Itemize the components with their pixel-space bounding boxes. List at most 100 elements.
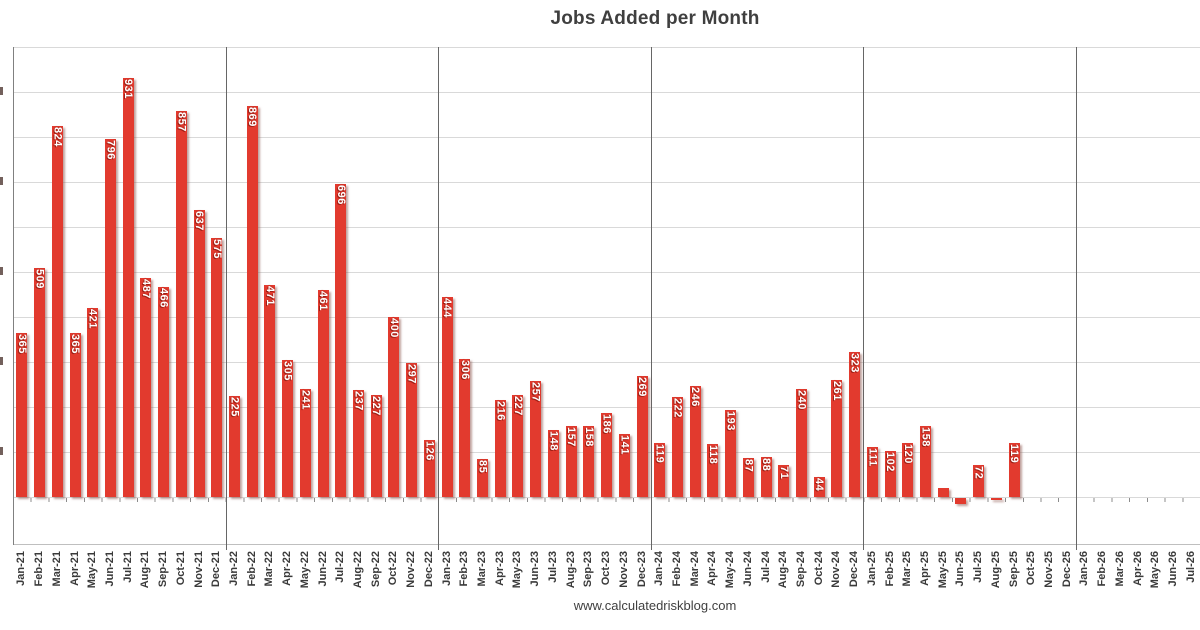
footer-url: www.calculatedriskblog.com bbox=[573, 598, 737, 613]
month-slot bbox=[1182, 47, 1200, 545]
x-axis-label: Mar-24 bbox=[688, 551, 701, 587]
x-axis-label: Dec-25 bbox=[1060, 551, 1073, 588]
month-slot bbox=[1147, 47, 1165, 545]
month-slot: 857 bbox=[172, 47, 190, 545]
month-slot: 444 bbox=[438, 47, 456, 545]
x-axis-label: Dec-22 bbox=[422, 551, 435, 588]
x-axis-label: May-23 bbox=[511, 551, 524, 589]
month-slot: 421 bbox=[84, 47, 102, 545]
month-slot bbox=[1165, 47, 1183, 545]
x-axis-label: Jan-24 bbox=[653, 551, 666, 586]
bar bbox=[175, 111, 187, 497]
month-slot: 869 bbox=[243, 47, 261, 545]
x-axis-tick-marks bbox=[13, 498, 1200, 502]
month-slot: 72 bbox=[970, 47, 988, 545]
x-axis-label: Aug-25 bbox=[989, 551, 1002, 589]
month-slot: 696 bbox=[332, 47, 350, 545]
month-slot: 246 bbox=[686, 47, 704, 545]
y-axis-line bbox=[13, 47, 14, 545]
x-axis-label: May-21 bbox=[86, 551, 99, 589]
month-slot bbox=[1076, 47, 1094, 545]
bar-value-label: 796 bbox=[104, 140, 117, 160]
month-slot: 87 bbox=[739, 47, 757, 545]
bar-value-label: 461 bbox=[317, 291, 330, 311]
bar-value-label: 297 bbox=[405, 364, 418, 384]
x-axis-label: Aug-22 bbox=[352, 551, 365, 589]
month-slot: 240 bbox=[793, 47, 811, 545]
bar bbox=[795, 389, 807, 497]
y-axis-label-fragment bbox=[0, 177, 3, 185]
month-slot bbox=[1058, 47, 1076, 545]
bar-value-label: 186 bbox=[600, 414, 613, 434]
gridline bbox=[13, 47, 1200, 48]
x-axis-label: Feb-26 bbox=[1096, 551, 1109, 587]
bar bbox=[636, 376, 648, 497]
bar bbox=[583, 426, 595, 497]
bar bbox=[601, 413, 613, 497]
x-axis-slot: Feb-21 bbox=[31, 551, 49, 607]
month-slot: 796 bbox=[102, 47, 120, 545]
bar-value-label: 111 bbox=[866, 448, 879, 467]
bar-value-label: 637 bbox=[193, 211, 206, 231]
x-axis-label: Nov-22 bbox=[405, 551, 418, 588]
bar-value-label: 857 bbox=[175, 112, 188, 132]
x-axis-label: May-24 bbox=[724, 551, 737, 589]
month-slot: 241 bbox=[297, 47, 315, 545]
bar-value-label: 102 bbox=[884, 452, 897, 472]
x-axis-label: Apr-22 bbox=[281, 551, 294, 586]
bar-value-label: 509 bbox=[33, 269, 46, 289]
month-slot: 297 bbox=[403, 47, 421, 545]
gridline bbox=[13, 497, 1200, 498]
month-slot: 71 bbox=[775, 47, 793, 545]
bar-value-label: 119 bbox=[1008, 444, 1021, 464]
x-axis-label: Apr-21 bbox=[68, 551, 81, 586]
bar-value-label: 261 bbox=[830, 381, 843, 401]
bar bbox=[158, 287, 170, 497]
bar bbox=[742, 458, 754, 497]
bar-value-label: 71 bbox=[777, 466, 790, 480]
bar bbox=[707, 444, 719, 497]
x-axis-label: Oct-25 bbox=[1025, 551, 1038, 586]
x-axis-label: May-25 bbox=[936, 551, 949, 589]
x-axis-label: Mar-22 bbox=[263, 551, 276, 587]
x-axis-label: Jun-24 bbox=[741, 551, 754, 587]
month-slot: 824 bbox=[48, 47, 66, 545]
x-axis-label: Nov-21 bbox=[192, 551, 205, 588]
bar bbox=[884, 451, 896, 497]
x-axis-label: Mar-21 bbox=[50, 551, 63, 587]
x-axis-label: Sep-23 bbox=[582, 551, 595, 588]
x-axis-label: Mar-23 bbox=[476, 551, 489, 587]
month-slot: 637 bbox=[190, 47, 208, 545]
bar bbox=[955, 498, 967, 504]
bar bbox=[973, 465, 985, 497]
bar bbox=[459, 359, 471, 497]
bar bbox=[282, 360, 294, 497]
bar-value-label: 158 bbox=[919, 427, 932, 447]
x-axis-label: Jun-23 bbox=[529, 551, 542, 587]
plot-area: 365 509 824 365 421 796 931 487 466 857 637 575 225 8… bbox=[13, 47, 1200, 550]
x-axis-label: May-22 bbox=[298, 551, 311, 589]
month-slot: 227 bbox=[509, 47, 527, 545]
bar-value-label: 158 bbox=[582, 427, 595, 447]
gridline bbox=[13, 137, 1200, 138]
x-axis-label: Mar-26 bbox=[1113, 551, 1126, 587]
month-slot: 119 bbox=[1005, 47, 1023, 545]
x-axis-label: Feb-22 bbox=[245, 551, 258, 587]
month-slot bbox=[952, 47, 970, 545]
x-axis-label: Aug-21 bbox=[139, 551, 152, 589]
bar bbox=[512, 395, 524, 497]
month-slot: 157 bbox=[562, 47, 580, 545]
month-slot: 193 bbox=[722, 47, 740, 545]
x-axis-label: Feb-21 bbox=[33, 551, 46, 587]
bar-value-label: 119 bbox=[653, 444, 666, 464]
month-slot: 158 bbox=[917, 47, 935, 545]
bar bbox=[353, 390, 365, 497]
month-slot bbox=[934, 47, 952, 545]
x-axis-label: Jul-21 bbox=[121, 551, 134, 583]
bar-value-label: 444 bbox=[441, 298, 454, 318]
bar-value-label: 257 bbox=[529, 382, 542, 402]
x-axis-slot: Jan-21 bbox=[13, 551, 31, 607]
x-axis-label: Dec-24 bbox=[848, 551, 861, 588]
month-slot: 237 bbox=[350, 47, 368, 545]
bar bbox=[104, 139, 116, 497]
